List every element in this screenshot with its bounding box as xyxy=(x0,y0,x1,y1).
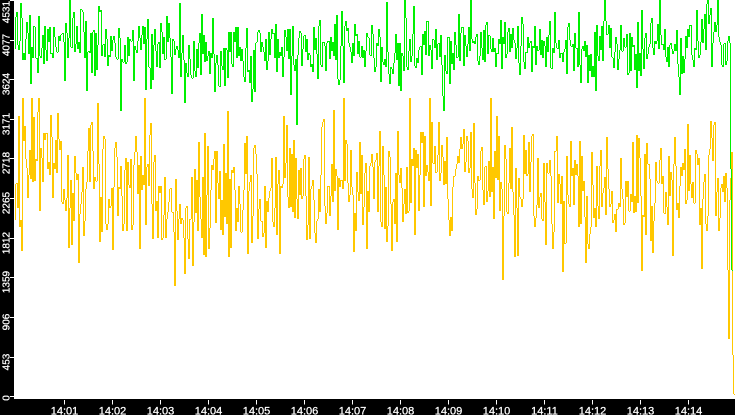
svg-text:3624: 3624 xyxy=(2,72,13,95)
svg-text:14:04: 14:04 xyxy=(195,406,223,415)
svg-text:14:05: 14:05 xyxy=(243,406,271,415)
svg-text:14:03: 14:03 xyxy=(147,406,175,415)
svg-text:1812: 1812 xyxy=(2,231,13,254)
svg-text:14:01: 14:01 xyxy=(51,406,79,415)
svg-text:1359: 1359 xyxy=(2,270,13,293)
svg-text:14:12: 14:12 xyxy=(579,406,607,415)
svg-text:14:13: 14:13 xyxy=(627,406,655,415)
svg-text:0: 0 xyxy=(2,395,13,401)
svg-text:2265: 2265 xyxy=(2,191,13,214)
svg-text:4531: 4531 xyxy=(2,1,13,24)
svg-text:14:06: 14:06 xyxy=(291,406,319,415)
svg-text:2718: 2718 xyxy=(2,151,13,174)
svg-text:3171: 3171 xyxy=(2,112,13,135)
svg-text:14:02: 14:02 xyxy=(99,406,127,415)
svg-text:14:09: 14:09 xyxy=(435,406,463,415)
svg-text:14:10: 14:10 xyxy=(483,406,511,415)
svg-text:4077: 4077 xyxy=(2,33,13,56)
svg-text:14:14: 14:14 xyxy=(675,406,703,415)
svg-text:906: 906 xyxy=(2,313,13,330)
svg-text:14:08: 14:08 xyxy=(387,406,415,415)
svg-text:14:07: 14:07 xyxy=(339,406,367,415)
svg-text:14:11: 14:11 xyxy=(531,406,558,415)
svg-text:453: 453 xyxy=(2,353,13,370)
